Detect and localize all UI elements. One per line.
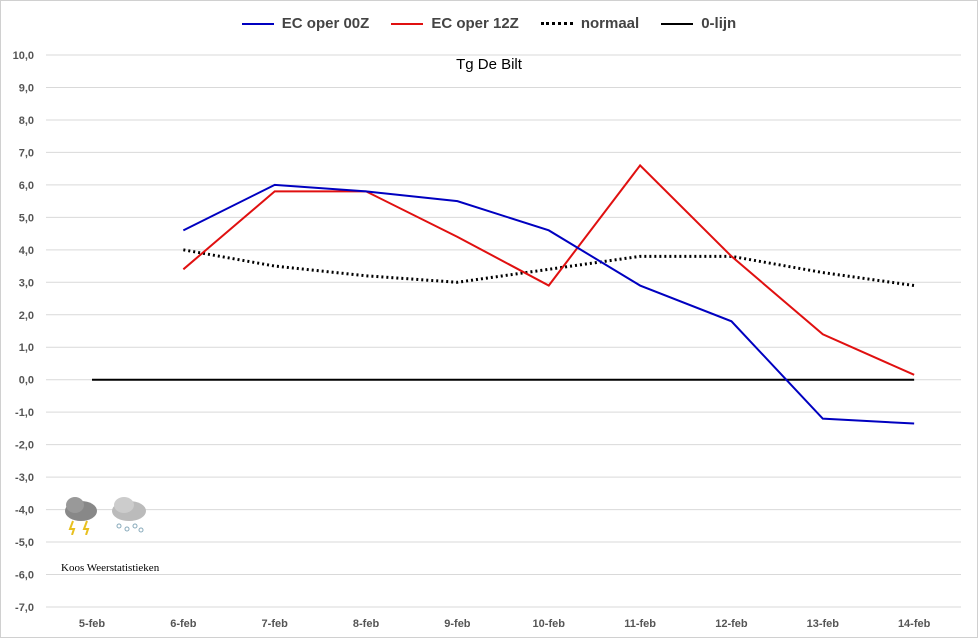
chart-title: Tg De Bilt (456, 56, 522, 73)
series-line-ec-oper-00z (182, 183, 915, 425)
y-tick-label: 6,0 (19, 180, 34, 192)
legend-label: EC oper 12Z (431, 15, 519, 32)
weather-icons (65, 497, 146, 536)
x-tick-label: 8-feb (353, 618, 380, 630)
y-tick-label: 5,0 (19, 212, 34, 224)
y-tick-label: 10,0 (13, 50, 34, 62)
y-tick-label: 8,0 (19, 115, 34, 127)
legend-swatch (540, 22, 573, 25)
legend-label: normaal (580, 15, 640, 32)
y-tick-label: 4,0 (19, 245, 34, 257)
snow-cloud-icon (112, 497, 146, 533)
y-tick-label: -1,0 (15, 407, 34, 419)
x-tick-label: 7-feb (262, 618, 289, 630)
x-tick-label: 9-feb (444, 618, 471, 630)
legend-item: EC oper 00Z (241, 15, 370, 32)
series-line-normaal (183, 248, 915, 288)
y-tick-label: -5,0 (15, 537, 34, 549)
y-tick-label: 9,0 (19, 82, 34, 94)
x-tick-label: 14-feb (898, 618, 931, 630)
y-tick-label: 2,0 (19, 310, 34, 322)
x-tick-label: 12-feb (715, 618, 748, 630)
y-tick-label: 0,0 (19, 375, 34, 387)
logo-text: Koos Weerstatistieken (61, 562, 160, 574)
series-line-ec-oper-12z (182, 163, 915, 376)
legend-swatch (661, 22, 694, 25)
y-tick-label: 3,0 (19, 277, 34, 289)
y-tick-label: -7,0 (15, 602, 34, 614)
y-tick-label: -3,0 (15, 472, 34, 484)
legend-item: EC oper 12Z (391, 15, 519, 32)
x-tick-label: 11-feb (624, 618, 656, 630)
x-tick-label: 6-feb (170, 618, 197, 630)
x-tick-label: 13-feb (807, 618, 840, 630)
legend-item: normaal (540, 15, 640, 32)
y-tick-label: -2,0 (15, 440, 34, 452)
y-tick-label: 1,0 (19, 342, 34, 354)
legend: EC oper 00Z EC oper 12Z normaal 0-lijn (1, 15, 977, 32)
logo: Koos Weerstatistieken (61, 495, 171, 574)
legend-swatch (391, 22, 424, 25)
legend-label: EC oper 00Z (281, 15, 370, 32)
legend-swatch (241, 22, 274, 25)
legend-item: 0-lijn (661, 15, 736, 32)
y-tick-label: -6,0 (15, 570, 34, 582)
x-tick-label: 10-feb (533, 618, 566, 630)
x-tick-label: 5-feb (79, 618, 106, 630)
legend-label: 0-lijn (701, 15, 737, 32)
y-tick-label: -4,0 (15, 505, 34, 517)
thunderstorm-cloud-icon (65, 497, 97, 536)
y-tick-label: 7,0 (19, 147, 34, 159)
